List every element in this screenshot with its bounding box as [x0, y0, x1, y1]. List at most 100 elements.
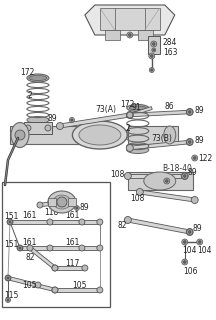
- Bar: [128, 126, 178, 144]
- Text: 108: 108: [130, 194, 144, 203]
- Circle shape: [52, 265, 58, 271]
- Circle shape: [165, 180, 168, 182]
- Circle shape: [152, 43, 155, 45]
- Circle shape: [127, 32, 133, 38]
- Bar: [24, 122, 52, 134]
- Text: 161: 161: [65, 211, 79, 220]
- Text: 89: 89: [195, 106, 204, 115]
- Circle shape: [56, 123, 64, 130]
- Text: 89: 89: [80, 203, 89, 212]
- Bar: [105, 30, 120, 40]
- Circle shape: [79, 245, 85, 251]
- Circle shape: [37, 202, 43, 208]
- Polygon shape: [129, 107, 152, 116]
- Bar: [2, 182, 110, 307]
- Polygon shape: [128, 174, 185, 178]
- Circle shape: [126, 111, 133, 118]
- Text: 117: 117: [65, 259, 79, 268]
- Text: 163: 163: [163, 47, 177, 57]
- Polygon shape: [40, 200, 65, 207]
- Circle shape: [15, 130, 25, 140]
- Circle shape: [149, 53, 155, 59]
- Circle shape: [35, 282, 41, 288]
- Polygon shape: [85, 5, 175, 35]
- Circle shape: [136, 188, 143, 196]
- Text: 106: 106: [183, 268, 197, 276]
- Ellipse shape: [129, 106, 146, 110]
- Bar: [148, 36, 160, 54]
- Ellipse shape: [144, 172, 176, 190]
- Circle shape: [17, 245, 23, 251]
- Polygon shape: [60, 113, 130, 128]
- Circle shape: [191, 196, 198, 204]
- Text: 161: 161: [22, 211, 36, 220]
- Circle shape: [127, 112, 133, 118]
- Text: 73(B): 73(B): [152, 133, 173, 142]
- Bar: [100, 8, 160, 30]
- Circle shape: [193, 157, 196, 159]
- Polygon shape: [10, 220, 100, 224]
- Circle shape: [57, 197, 67, 207]
- Text: 151: 151: [4, 212, 18, 220]
- Circle shape: [129, 34, 131, 36]
- Text: 89: 89: [188, 167, 197, 177]
- Circle shape: [5, 275, 11, 281]
- Circle shape: [151, 69, 153, 71]
- Circle shape: [198, 241, 201, 243]
- Circle shape: [17, 245, 22, 251]
- Text: 2: 2: [28, 91, 33, 100]
- Circle shape: [7, 299, 9, 301]
- Ellipse shape: [11, 123, 29, 148]
- Circle shape: [69, 117, 74, 123]
- Circle shape: [45, 125, 51, 131]
- Circle shape: [8, 220, 13, 225]
- Circle shape: [5, 298, 11, 302]
- Circle shape: [182, 173, 188, 179]
- Polygon shape: [140, 190, 195, 202]
- Text: 108: 108: [110, 170, 124, 179]
- Circle shape: [188, 231, 191, 233]
- Circle shape: [192, 155, 198, 161]
- Circle shape: [52, 265, 58, 271]
- Bar: [68, 198, 76, 206]
- Circle shape: [97, 287, 103, 293]
- Polygon shape: [130, 110, 190, 117]
- Circle shape: [7, 219, 13, 225]
- Text: 89: 89: [195, 135, 204, 145]
- Bar: [10, 126, 80, 144]
- Circle shape: [7, 277, 9, 279]
- Text: 89: 89: [193, 223, 202, 233]
- Circle shape: [52, 287, 58, 293]
- Circle shape: [183, 241, 186, 243]
- Text: 104: 104: [197, 245, 211, 254]
- Ellipse shape: [48, 191, 76, 213]
- Text: 86: 86: [165, 101, 174, 110]
- Circle shape: [124, 217, 131, 223]
- Ellipse shape: [27, 74, 49, 82]
- Text: B-18-40: B-18-40: [162, 164, 192, 172]
- Polygon shape: [8, 276, 55, 292]
- Text: 91: 91: [132, 102, 141, 111]
- Circle shape: [182, 259, 188, 265]
- Polygon shape: [29, 247, 56, 269]
- Circle shape: [25, 125, 31, 131]
- Circle shape: [79, 219, 85, 225]
- Text: 284: 284: [163, 37, 177, 46]
- Circle shape: [182, 239, 188, 245]
- Text: 172: 172: [20, 68, 34, 76]
- Text: 89: 89: [48, 114, 57, 123]
- Circle shape: [186, 228, 193, 236]
- Bar: [128, 172, 193, 190]
- Circle shape: [149, 68, 154, 73]
- Text: 2: 2: [126, 124, 131, 132]
- Circle shape: [186, 139, 193, 146]
- Circle shape: [153, 49, 155, 51]
- Ellipse shape: [79, 125, 121, 145]
- Text: 115: 115: [4, 292, 18, 300]
- Ellipse shape: [72, 121, 127, 149]
- Polygon shape: [55, 266, 85, 270]
- Text: 161: 161: [22, 237, 36, 246]
- Ellipse shape: [127, 147, 149, 154]
- Bar: [48, 198, 56, 206]
- Circle shape: [97, 245, 103, 251]
